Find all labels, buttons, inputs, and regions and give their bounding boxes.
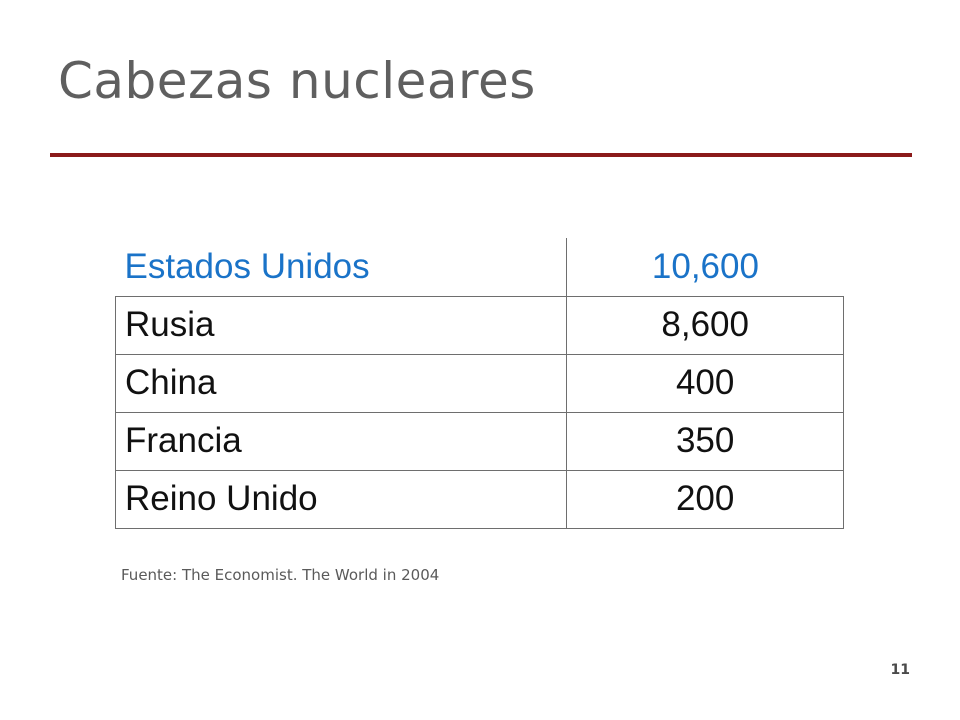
title-divider (50, 153, 912, 157)
country-cell: Rusia (114, 295, 568, 355)
country-cell: China (114, 353, 568, 413)
warheads-table: Estados Unidos 10,600 Rusia 8,600 China … (114, 238, 844, 529)
value-cell: 350 (566, 411, 844, 471)
table-row: China 400 (114, 353, 844, 413)
source-note: Fuente: The Economist. The World in 2004 (121, 566, 440, 584)
value-cell: 400 (566, 353, 844, 413)
value-cell: 200 (566, 469, 844, 529)
table-row: Rusia 8,600 (114, 295, 844, 355)
country-cell: Francia (114, 411, 568, 471)
country-cell: Reino Unido (114, 469, 568, 529)
table-header-row: Estados Unidos 10,600 (115, 238, 844, 297)
slide-title: Cabezas nucleares (58, 52, 536, 110)
table-row: Reino Unido 200 (114, 469, 844, 529)
value-cell: 8,600 (566, 295, 844, 355)
table-row: Francia 350 (114, 411, 844, 471)
page-number: 11 (890, 662, 910, 678)
value-cell: 10,600 (566, 238, 844, 297)
country-cell: Estados Unidos (115, 238, 568, 297)
